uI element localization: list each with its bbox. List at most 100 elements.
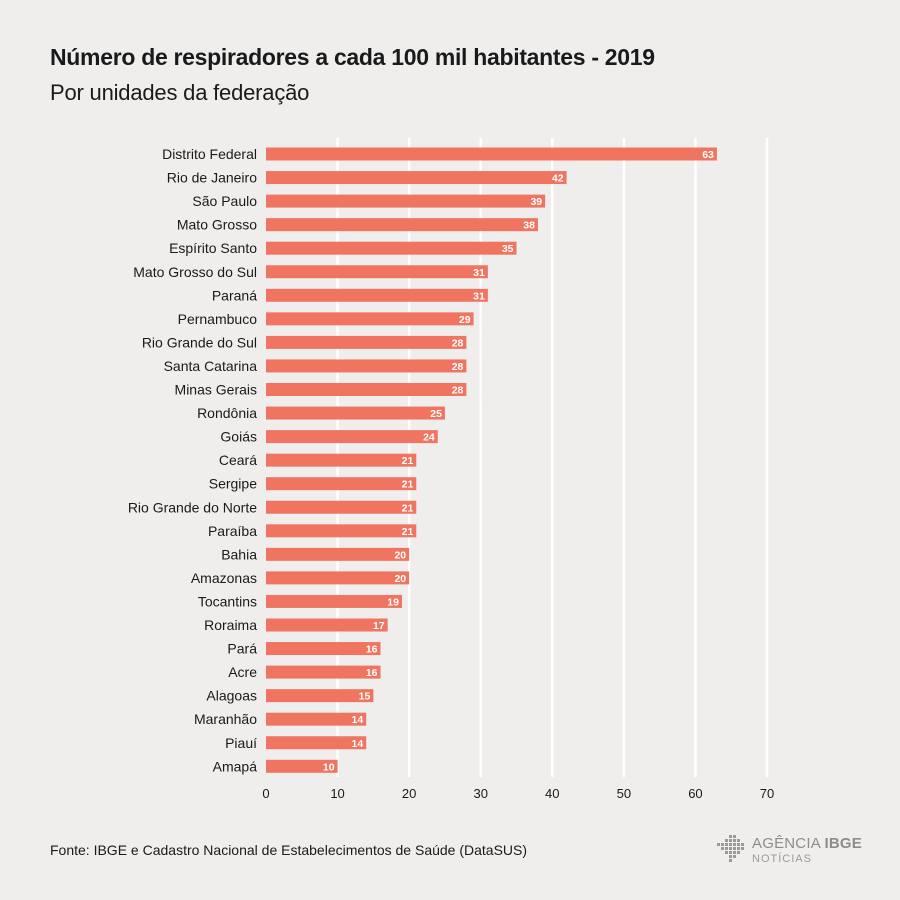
category-label: Rondônia — [197, 405, 257, 421]
bar — [266, 453, 417, 467]
bar-value-label: 15 — [359, 691, 371, 703]
bar — [266, 147, 717, 161]
bar — [266, 712, 367, 726]
category-label: Santa Catarina — [164, 358, 258, 374]
category-label: Tocantins — [198, 593, 257, 609]
category-label: Paraíba — [208, 523, 257, 539]
x-tick-label: 0 — [262, 786, 269, 801]
bar — [266, 547, 410, 561]
category-label: Pernambuco — [178, 311, 258, 327]
bar-value-label: 63 — [702, 149, 714, 161]
bar-value-label: 24 — [423, 432, 435, 444]
category-label: Ceará — [219, 452, 257, 468]
category-label: Pará — [227, 641, 257, 657]
bar-value-label: 29 — [459, 314, 471, 326]
category-label: Piauí — [225, 735, 257, 751]
bar-value-label: 28 — [452, 361, 464, 373]
bar — [266, 406, 445, 420]
chart-title: Número de respiradores a cada 100 mil ha… — [50, 44, 655, 70]
bar — [266, 500, 417, 514]
bar — [266, 194, 546, 208]
logo-wordmark: AGÊNCIA IBGE — [752, 835, 862, 852]
bar-value-label: 14 — [352, 714, 364, 726]
category-label: Espírito Santo — [169, 240, 257, 256]
category-label: Mato Grosso do Sul — [133, 264, 257, 280]
x-axis-ticks: 0 10 20 30 40 50 60 70 — [262, 786, 774, 801]
ibge-logo-icon — [717, 835, 744, 862]
bar-value-label: 10 — [323, 761, 335, 773]
bar — [266, 759, 338, 773]
bar-value-label: 20 — [394, 573, 406, 585]
category-label: Goiás — [220, 429, 257, 445]
category-label: Bahia — [221, 546, 257, 562]
bar-value-label: 25 — [430, 408, 442, 420]
agencia-ibge-logo: AGÊNCIA IBGE NOTÍCIAS — [716, 832, 866, 872]
bar — [266, 477, 417, 491]
bar-value-label: 17 — [373, 620, 385, 632]
category-label: Rio Grande do Sul — [142, 334, 257, 350]
category-label: Paraná — [212, 287, 257, 303]
bar-value-label: 39 — [530, 196, 542, 208]
logo-tagline: NOTÍCIAS — [752, 853, 812, 865]
category-label: Rio Grande do Norte — [128, 499, 257, 515]
bar-value-label: 28 — [452, 385, 464, 397]
category-labels: Distrito Federal Rio de Janeiro São Paulo M… — [128, 146, 257, 774]
category-label: Roraima — [204, 617, 257, 633]
bar-value-label: 19 — [387, 596, 399, 608]
bar-value-label: 21 — [402, 479, 414, 491]
bar-value-label: 31 — [473, 267, 485, 279]
bar — [266, 665, 381, 679]
bar — [266, 689, 374, 703]
x-tick-label: 50 — [617, 786, 631, 801]
bar-value-label: 14 — [352, 738, 364, 750]
category-label: Maranhão — [194, 711, 257, 727]
bar — [266, 642, 381, 656]
bar-value-label: 21 — [402, 455, 414, 467]
bar — [266, 359, 467, 373]
source-note: Fonte: IBGE e Cadastro Nacional de Estab… — [50, 842, 528, 858]
x-tick-label: 60 — [688, 786, 702, 801]
bar — [266, 218, 538, 232]
bar — [266, 736, 367, 750]
category-label: Acre — [228, 664, 257, 680]
bar — [266, 430, 438, 444]
bar — [266, 594, 402, 608]
bar-value-label: 20 — [394, 549, 406, 561]
category-label: Alagoas — [206, 688, 257, 704]
category-label: Amazonas — [191, 570, 257, 586]
bar — [266, 241, 517, 255]
bar-value-label: 21 — [402, 502, 414, 514]
bar-value-label: 21 — [402, 526, 414, 538]
chart-subtitle: Por unidades da federação — [50, 80, 310, 105]
category-label: Distrito Federal — [162, 146, 257, 162]
category-label: Sergipe — [209, 476, 257, 492]
x-tick-label: 10 — [330, 786, 344, 801]
bar-value-label: 31 — [473, 290, 485, 302]
category-label: Minas Gerais — [175, 382, 257, 398]
bar — [266, 524, 417, 538]
bar-value-label: 16 — [366, 667, 378, 679]
x-tick-label: 30 — [473, 786, 487, 801]
category-label: Mato Grosso — [177, 217, 257, 233]
x-tick-label: 40 — [545, 786, 559, 801]
category-label: Amapá — [213, 758, 258, 774]
category-label: São Paulo — [192, 193, 257, 209]
bar — [266, 571, 410, 585]
bar — [266, 288, 488, 302]
bar — [266, 312, 474, 326]
bar-value-label: 35 — [502, 243, 514, 255]
bar-value-label: 38 — [523, 220, 535, 232]
bar-value-label: 28 — [452, 337, 464, 349]
x-tick-label: 70 — [760, 786, 774, 801]
bar-value-label: 42 — [552, 173, 564, 185]
bar — [266, 171, 567, 185]
bars: 6342393835313129282828252421212121202019… — [266, 147, 717, 773]
bar — [266, 383, 467, 396]
bar — [266, 265, 488, 279]
bar-value-label: 16 — [366, 644, 378, 656]
category-label: Rio de Janeiro — [167, 170, 257, 186]
bar — [266, 618, 388, 632]
x-tick-label: 20 — [402, 786, 416, 801]
bar — [266, 335, 467, 349]
